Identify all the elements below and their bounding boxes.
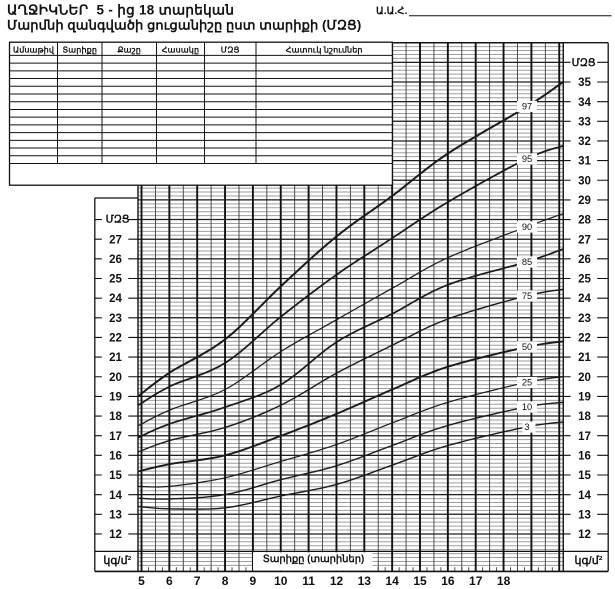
svg-text:85: 85: [522, 257, 532, 267]
svg-text:31: 31: [578, 156, 591, 168]
svg-text:21: 21: [109, 352, 122, 364]
svg-text:20: 20: [578, 372, 591, 384]
svg-text:24: 24: [578, 293, 591, 305]
svg-text:6: 6: [166, 574, 173, 588]
svg-text:14: 14: [109, 490, 122, 502]
svg-text:15: 15: [109, 470, 122, 482]
svg-text:16: 16: [109, 450, 122, 462]
svg-text:կգ/մ²: կգ/մ²: [103, 555, 131, 567]
svg-text:13: 13: [578, 509, 591, 521]
svg-text:25: 25: [109, 274, 122, 286]
svg-text:15: 15: [578, 470, 591, 482]
svg-text:10: 10: [274, 574, 288, 588]
svg-text:18: 18: [578, 411, 591, 423]
svg-text:Տարիքը (տարիներ): Տարիքը (տարիներ): [263, 554, 365, 565]
svg-text:22: 22: [109, 333, 122, 345]
svg-text:Ամսաթիվ: Ամսաթիվ: [13, 45, 55, 54]
svg-text:12: 12: [109, 529, 122, 541]
svg-text:ՄԶՑ: ՄԶՑ: [221, 45, 240, 54]
svg-text:12: 12: [578, 529, 591, 541]
svg-text:50: 50: [522, 342, 532, 352]
svg-text:17: 17: [469, 574, 483, 588]
svg-text:12: 12: [330, 574, 344, 588]
svg-text:19: 19: [578, 392, 591, 404]
svg-text:30: 30: [578, 175, 591, 187]
svg-text:25: 25: [522, 378, 532, 388]
svg-text:16: 16: [578, 450, 591, 462]
svg-text:3: 3: [524, 422, 529, 432]
svg-text:17: 17: [109, 431, 122, 443]
svg-text:32: 32: [578, 136, 591, 148]
svg-text:Տարիքը: Տարիքը: [63, 45, 98, 54]
svg-text:Հասակը: Հասակը: [162, 45, 199, 54]
svg-text:24: 24: [109, 293, 122, 305]
svg-text:Ա.Ա.Հ.: Ա.Ա.Հ.: [376, 6, 408, 17]
svg-text:27: 27: [109, 234, 122, 246]
svg-text:Մարմնի զանգվածի ցուցանիշը ըստ: Մարմնի զանգվածի ցուցանիշը ըստ տարիքի (ՄԶ…: [7, 18, 361, 34]
svg-text:Քաշը: Քաշը: [117, 45, 140, 54]
svg-text:Հատուկ նշումներ: Հատուկ նշումներ: [286, 45, 363, 54]
svg-text:18: 18: [497, 574, 511, 588]
svg-text:90: 90: [522, 222, 532, 232]
svg-text:ՄԶՑ: ՄԶՑ: [572, 58, 596, 69]
svg-text:75: 75: [522, 291, 532, 301]
svg-text:14: 14: [385, 574, 399, 588]
svg-text:17: 17: [578, 431, 591, 443]
svg-text:13: 13: [109, 509, 122, 521]
svg-text:15: 15: [413, 574, 427, 588]
svg-text:20: 20: [109, 372, 122, 384]
svg-text:11: 11: [302, 574, 315, 588]
svg-text:27: 27: [578, 234, 591, 246]
svg-text:14: 14: [578, 490, 591, 502]
svg-text:95: 95: [522, 154, 532, 164]
svg-text:25: 25: [578, 274, 591, 286]
svg-text:կգ/մ²: կգ/մ²: [575, 555, 603, 567]
svg-text:26: 26: [578, 254, 591, 266]
svg-text:19: 19: [109, 392, 122, 404]
svg-text:97: 97: [522, 102, 532, 112]
svg-text:ՄԶՑ: ՄԶՑ: [106, 215, 130, 226]
svg-text:9: 9: [250, 574, 257, 588]
svg-text:23: 23: [109, 313, 122, 325]
svg-text:21: 21: [578, 352, 591, 364]
svg-text:13: 13: [358, 574, 372, 588]
svg-text:33: 33: [578, 116, 591, 128]
svg-text:35: 35: [578, 77, 591, 89]
svg-text:8: 8: [222, 574, 229, 588]
svg-text:28: 28: [578, 215, 591, 227]
svg-text:22: 22: [578, 333, 591, 345]
svg-text:29: 29: [578, 195, 591, 207]
svg-text:34: 34: [578, 97, 591, 109]
svg-text:ԱՂՋԻԿՆԵՐ 5 - ից 18 տարեկան: ԱՂՋԻԿՆԵՐ 5 - ից 18 տարեկան: [7, 3, 234, 19]
svg-text:23: 23: [578, 313, 591, 325]
svg-text:18: 18: [109, 411, 122, 423]
svg-text:5: 5: [138, 574, 145, 588]
svg-text:16: 16: [441, 574, 455, 588]
svg-text:10: 10: [522, 402, 532, 412]
svg-text:7: 7: [194, 574, 201, 588]
svg-text:26: 26: [109, 254, 122, 266]
